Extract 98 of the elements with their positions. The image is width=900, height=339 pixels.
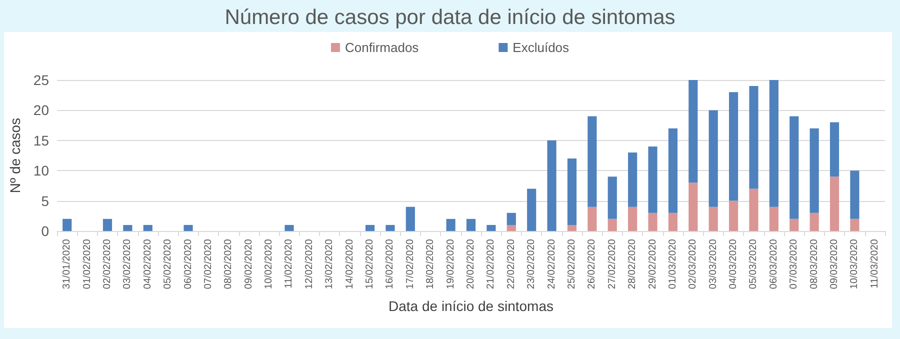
bar — [790, 218, 799, 231]
x-tick-label: 02/03/2020 — [688, 238, 699, 290]
bar — [386, 224, 395, 231]
x-tick-label: 24/02/2020 — [546, 238, 558, 290]
bar — [588, 116, 597, 207]
x-tick-label: 09/02/2020 — [243, 238, 254, 290]
bar — [527, 188, 536, 231]
chart-title: Número de casos por data de início de sintomas — [224, 6, 676, 29]
bar — [466, 218, 476, 231]
bar — [668, 212, 678, 231]
bar — [830, 122, 840, 177]
bar — [790, 116, 799, 219]
x-tick-label: 08/03/2020 — [808, 238, 820, 290]
x-tick-label: 02/02/2020 — [102, 238, 113, 290]
x-tick-label: 18/02/2020 — [425, 238, 436, 290]
x-tick-label: 05/03/2020 — [748, 238, 760, 290]
x-tick-label: 27/02/2020 — [606, 238, 618, 290]
bar — [769, 206, 778, 231]
x-tick-label: 04/03/2020 — [728, 238, 740, 290]
bar — [628, 152, 638, 207]
x-tick-label: 16/02/2020 — [384, 238, 396, 290]
x-tick-label: 26/02/2020 — [586, 238, 598, 290]
x-tick-label: 03/03/2020 — [708, 238, 719, 290]
x-tick-label: 07/03/2020 — [788, 238, 800, 290]
bar — [284, 224, 294, 231]
bar — [506, 224, 516, 231]
bar — [628, 206, 638, 231]
x-tick-label: 11/02/2020 — [284, 238, 295, 288]
legend-label: Confirmados — [344, 40, 420, 55]
x-tick-label: 13/02/2020 — [324, 238, 336, 290]
bar — [728, 92, 738, 201]
x-tick-label: 12/02/2020 — [304, 238, 315, 290]
x-tick-label: 23/02/2020 — [526, 238, 538, 290]
bar — [708, 206, 718, 231]
bar — [406, 206, 415, 231]
x-tick-label: 15/02/2020 — [364, 238, 376, 290]
x-tick-label: 03/02/2020 — [122, 238, 134, 290]
bar — [810, 212, 819, 231]
bar — [749, 86, 758, 189]
bar — [769, 80, 778, 207]
bar — [506, 212, 516, 225]
x-tick-label: 07/02/2020 — [202, 238, 214, 290]
x-tick-label: 05/02/2020 — [162, 238, 174, 290]
y-tick-label: 25 — [33, 72, 50, 88]
x-tick-label: 01/02/2020 — [82, 238, 93, 290]
x-tick-label: 31/01/2020 — [62, 238, 73, 290]
bar — [850, 218, 860, 231]
x-tick-label: 19/02/2020 — [445, 238, 456, 290]
bar — [143, 224, 152, 231]
x-tick-label: 20/02/2020 — [466, 238, 476, 290]
bar — [648, 212, 658, 231]
legend-label: Excluídos — [512, 40, 570, 55]
x-tick-label: 14/02/2020 — [344, 238, 356, 290]
bar — [567, 224, 577, 231]
x-tick-label: 04/02/2020 — [142, 238, 154, 290]
x-axis-title: Data de início de sintomas — [388, 298, 554, 314]
bar — [486, 224, 496, 231]
bar — [365, 224, 375, 231]
bar — [728, 200, 738, 231]
bar — [648, 146, 658, 213]
bar — [102, 218, 112, 231]
bar — [62, 218, 72, 231]
bar — [608, 218, 617, 231]
x-tick-label: 21/02/2020 — [486, 238, 497, 290]
bar — [608, 176, 617, 219]
x-tick-label: 17/02/2020 — [404, 238, 416, 290]
bar — [446, 218, 456, 231]
y-tick-label: 20 — [33, 102, 50, 118]
x-tick-label: 06/03/2020 — [768, 238, 780, 290]
x-tick-label: 01/03/2020 — [667, 238, 678, 290]
bar — [708, 110, 718, 207]
bar — [850, 170, 860, 219]
bar — [184, 224, 193, 231]
x-tick-label: 29/02/2020 — [647, 238, 658, 290]
x-tick-label: 06/02/2020 — [182, 238, 194, 290]
bar — [688, 80, 698, 183]
bar — [668, 128, 678, 213]
bar — [123, 224, 132, 231]
y-tick-label: 10 — [33, 162, 50, 179]
bar — [567, 158, 577, 225]
bar — [547, 140, 556, 231]
x-tick-label: 11/03/2020 — [869, 238, 880, 288]
bar — [810, 128, 819, 213]
y-axis-title: Nº de casos — [7, 118, 23, 194]
y-tick-label: 5 — [41, 192, 50, 209]
x-tick-label: 10/02/2020 — [264, 238, 275, 290]
x-tick-label: 09/03/2020 — [829, 238, 840, 290]
bar — [688, 182, 698, 231]
x-tick-label: 10/03/2020 — [849, 238, 860, 290]
x-tick-label: 25/02/2020 — [566, 238, 578, 290]
bar — [830, 176, 840, 231]
x-tick-label: 22/02/2020 — [506, 238, 517, 290]
x-tick-label: 08/02/2020 — [223, 238, 234, 290]
y-tick-label: 15 — [33, 132, 50, 148]
x-tick-label: 28/02/2020 — [627, 238, 638, 290]
bar — [749, 188, 758, 231]
y-tick-label: 0 — [41, 223, 50, 239]
bar — [588, 206, 597, 231]
